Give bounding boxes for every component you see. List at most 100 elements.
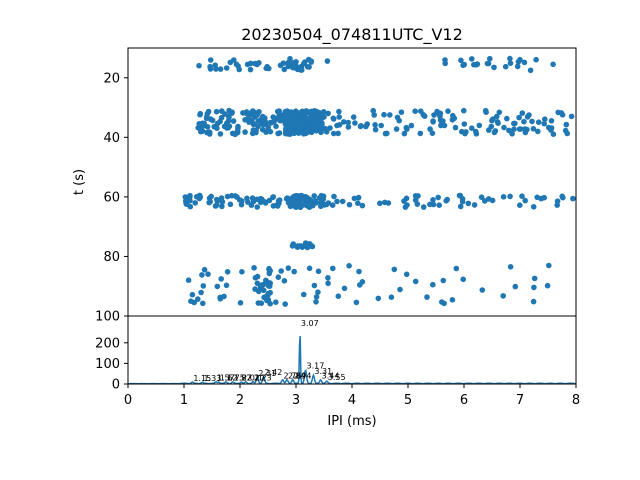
scatter-point — [252, 275, 259, 281]
scatter-point — [334, 122, 340, 129]
ipi-peak-label: 1.33 — [203, 374, 221, 383]
ipi-x-tick-label: 3 — [292, 393, 300, 408]
scatter-point — [201, 266, 208, 273]
scatter-point — [444, 196, 451, 203]
ipi-peak-label: 3.44 — [322, 371, 340, 380]
ipi-y-ticks: 0 100 200 — [95, 336, 128, 393]
scatter-point — [388, 294, 395, 301]
scatter-point — [251, 265, 257, 271]
scatter-point — [352, 120, 358, 126]
scatter-point — [205, 271, 211, 278]
scatter-point — [336, 114, 343, 120]
scatter-point — [479, 287, 486, 293]
ipi-peak-label: 3.07 — [301, 319, 319, 328]
scatter-point — [502, 63, 509, 70]
scatter-point — [534, 194, 540, 201]
scatter-point — [496, 109, 503, 116]
scatter-point — [449, 297, 456, 303]
scatter-point — [359, 202, 366, 209]
ipi-peak-label: 2.31 — [258, 369, 276, 378]
scatter-point — [533, 56, 539, 63]
scatter-point — [299, 67, 305, 73]
scatter-point — [224, 193, 231, 200]
scatter-point — [541, 194, 547, 201]
scatter-point — [511, 126, 517, 132]
scatter-point — [273, 115, 279, 122]
scatter-point — [295, 199, 302, 206]
scatter-point — [517, 202, 523, 208]
scatter-point — [318, 110, 324, 116]
scatter-point — [276, 197, 283, 203]
scatter-point — [289, 110, 295, 116]
scatter-point — [372, 122, 378, 128]
ipi-peak-label: 2.02 — [242, 374, 260, 383]
ipi-x-tick-label: 7 — [516, 393, 524, 408]
scatter-point — [457, 192, 464, 199]
scatter-point — [321, 114, 327, 120]
scatter-point — [330, 130, 337, 137]
scatter-point — [252, 286, 258, 292]
scatter-point — [509, 131, 515, 137]
scatter-point — [207, 57, 214, 63]
scatter-point — [329, 202, 336, 208]
scatter-point — [287, 121, 293, 127]
scatter-point — [355, 194, 362, 201]
scatter-point — [262, 200, 269, 206]
scatter-point — [305, 115, 311, 122]
scatter-point — [281, 66, 288, 73]
scatter-point — [235, 123, 241, 130]
scatter-point — [223, 65, 230, 71]
scatter-point — [320, 193, 327, 200]
scatter-point — [330, 265, 336, 272]
scatter-point — [219, 199, 226, 205]
scatter-point — [460, 276, 467, 283]
scatter-point — [309, 243, 316, 250]
scatter-point — [233, 193, 240, 200]
scatter-point — [403, 271, 410, 278]
scatter-point — [214, 125, 220, 131]
ipi-x-tick-label: 1 — [180, 393, 188, 408]
scatter-point — [459, 198, 466, 205]
scatter-points — [182, 55, 576, 307]
scatter-point — [304, 243, 311, 250]
scatter-point — [313, 125, 320, 131]
scatter-point — [298, 243, 305, 249]
scatter-point — [331, 193, 337, 200]
scatter-point — [430, 197, 436, 203]
scatter-point — [461, 61, 468, 68]
scatter-point — [489, 117, 495, 124]
scatter-point — [412, 278, 419, 285]
scatter-point — [465, 200, 472, 207]
ipi-peak-label: 3.31 — [314, 367, 332, 376]
scatter-point — [345, 119, 352, 126]
scatter-point — [289, 197, 296, 203]
scatter-point — [568, 113, 575, 120]
scatter-y-tick-label: 60 — [103, 190, 120, 205]
scatter-y-ticks: 20 40 60 80 100 — [95, 71, 128, 325]
scatter-point — [290, 202, 296, 209]
scatter-point — [414, 201, 421, 207]
ipi-peak-label: 2.23 — [254, 373, 272, 382]
scatter-point — [217, 66, 224, 72]
scatter-point — [461, 107, 467, 114]
scatter-point — [263, 277, 269, 284]
scatter-point — [277, 62, 284, 69]
scatter-point — [530, 204, 537, 210]
scatter-point — [282, 301, 289, 307]
scatter-point — [441, 122, 448, 129]
scatter-point — [500, 194, 507, 200]
scatter-point — [461, 121, 468, 127]
scatter-point — [315, 289, 321, 296]
scatter-point — [408, 122, 415, 129]
scatter-point — [259, 113, 266, 120]
scatter-point — [213, 108, 220, 115]
scatter-point — [398, 109, 405, 115]
scatter-point — [311, 193, 318, 199]
scatter-point — [213, 66, 219, 72]
scatter-point — [270, 203, 277, 209]
scatter-point — [257, 285, 264, 291]
scatter-point — [530, 298, 537, 305]
scatter-point — [259, 126, 266, 133]
scatter-point — [266, 265, 272, 272]
scatter-point — [246, 119, 252, 125]
